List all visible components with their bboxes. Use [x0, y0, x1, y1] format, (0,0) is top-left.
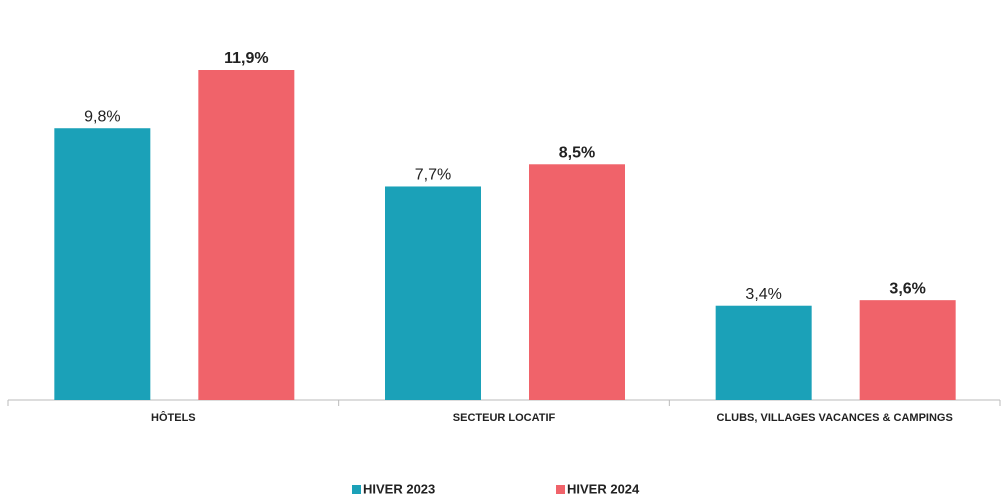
x-tick-label: CLUBS, VILLAGES VACANCES & CAMPINGS	[717, 412, 953, 424]
bar	[859, 300, 956, 400]
value-label: 3,4%	[745, 286, 781, 303]
legend-label: HIVER 2024	[567, 481, 640, 496]
bar	[198, 70, 295, 400]
value-label: 9,8%	[84, 108, 120, 125]
value-label: 7,7%	[415, 167, 451, 184]
value-label: 8,5%	[559, 145, 595, 162]
x-tick-label: HÔTELS	[151, 411, 196, 424]
x-tick-label: SECTEUR LOCATIF	[453, 412, 556, 424]
bar	[54, 128, 151, 400]
bar	[529, 164, 625, 400]
value-label: 11,9%	[224, 50, 268, 67]
bar	[715, 305, 812, 400]
legend-swatch	[352, 485, 361, 494]
value-label: 3,6%	[889, 280, 925, 297]
legend-label: HIVER 2023	[363, 481, 435, 496]
legend-swatch	[556, 485, 565, 494]
bar	[385, 186, 481, 400]
